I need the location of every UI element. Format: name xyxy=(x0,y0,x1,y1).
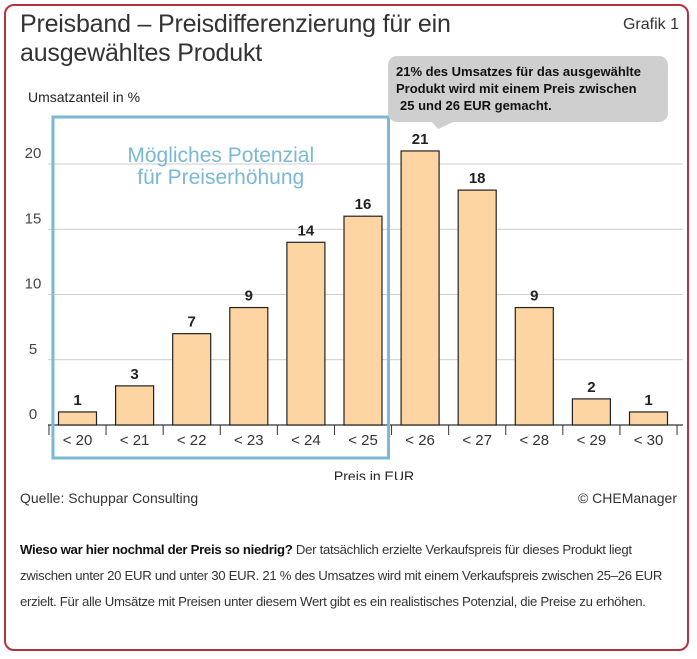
x-tick-label: < 26 xyxy=(405,432,435,449)
callout-text-line3: 25 und 26 EUR gemacht. xyxy=(400,98,552,113)
caption-bold-question: Wieso war hier nochmal der Preis so nied… xyxy=(20,542,293,557)
x-tick-label: < 20 xyxy=(63,432,93,449)
y-tick-label: 15 xyxy=(25,210,42,227)
figure-number: Grafik 1 xyxy=(622,16,679,33)
y-tick-label: 5 xyxy=(29,341,37,358)
bar xyxy=(628,411,669,426)
bar-value-label: 21 xyxy=(412,131,429,148)
chart-title-line1: Preisband – Preisdifferenzierung für ein xyxy=(20,10,451,38)
y-tick-label: 20 xyxy=(25,145,42,162)
caption-text: Der tatsächlich erzielte Verkaufspreis f… xyxy=(20,542,663,609)
bar-value-label: 1 xyxy=(644,392,652,409)
bar-value-label: 9 xyxy=(245,288,253,305)
bar xyxy=(57,411,98,426)
callout-text-line1: 21% des Umsatzes für das ausgewählte xyxy=(396,64,641,79)
x-tick-label: < 22 xyxy=(177,432,207,449)
callout: 21% des Umsatzes für das ausgewählte Prod… xyxy=(388,56,668,129)
bar-value-label: 7 xyxy=(188,314,196,331)
potential-label-line1: Mögliches Potenzial xyxy=(127,144,314,167)
bar xyxy=(457,189,497,426)
chart-title: Preisband – Preisdifferenzierung für ein… xyxy=(20,10,451,68)
bar-value-label: 3 xyxy=(130,366,138,383)
copyright-note: © CHEManager xyxy=(577,490,677,506)
potential-box xyxy=(51,115,391,460)
x-axis-label: Preis in EUR xyxy=(334,468,414,480)
x-tick-label: < 21 xyxy=(120,432,150,449)
potential-label-line2: für Preiserhöhung xyxy=(137,166,304,189)
callout-text-line2: Produkt wird mit einem Preis zwischen xyxy=(396,81,637,96)
y-tick-label: 0 xyxy=(29,406,37,423)
y-tick-label: 10 xyxy=(25,276,42,293)
bar-value-label: 2 xyxy=(587,379,595,396)
caption-paragraph: Wieso war hier nochmal der Preis so nied… xyxy=(20,537,680,615)
x-tick-label: < 30 xyxy=(634,432,664,449)
bar xyxy=(114,385,155,426)
x-tick-label: < 29 xyxy=(577,432,607,449)
bar xyxy=(229,306,269,426)
bar-value-label: 18 xyxy=(469,170,486,187)
bar xyxy=(514,306,554,426)
figure-frame xyxy=(4,4,689,651)
chart-title-line2: ausgewähltes Produkt xyxy=(20,39,262,67)
x-tick-label: < 28 xyxy=(519,432,549,449)
x-tick-label: < 27 xyxy=(462,432,492,449)
callout-box xyxy=(388,56,668,122)
x-tick-label: < 23 xyxy=(234,432,264,449)
bar-value-label: 9 xyxy=(530,288,538,305)
bar xyxy=(571,398,612,426)
bar-value-label: 16 xyxy=(355,196,372,213)
bar xyxy=(286,241,326,426)
bar xyxy=(172,333,212,426)
x-tick-label: < 25 xyxy=(348,432,378,449)
bar xyxy=(400,150,440,426)
y-axis-label: Umsatzanteil in % xyxy=(28,89,140,105)
x-tick-label: < 24 xyxy=(291,432,321,449)
bar xyxy=(343,215,383,426)
bar-value-label: 1 xyxy=(73,392,81,409)
bar-value-label: 14 xyxy=(298,222,315,239)
source-note: Quelle: Schuppar Consulting xyxy=(20,490,199,506)
